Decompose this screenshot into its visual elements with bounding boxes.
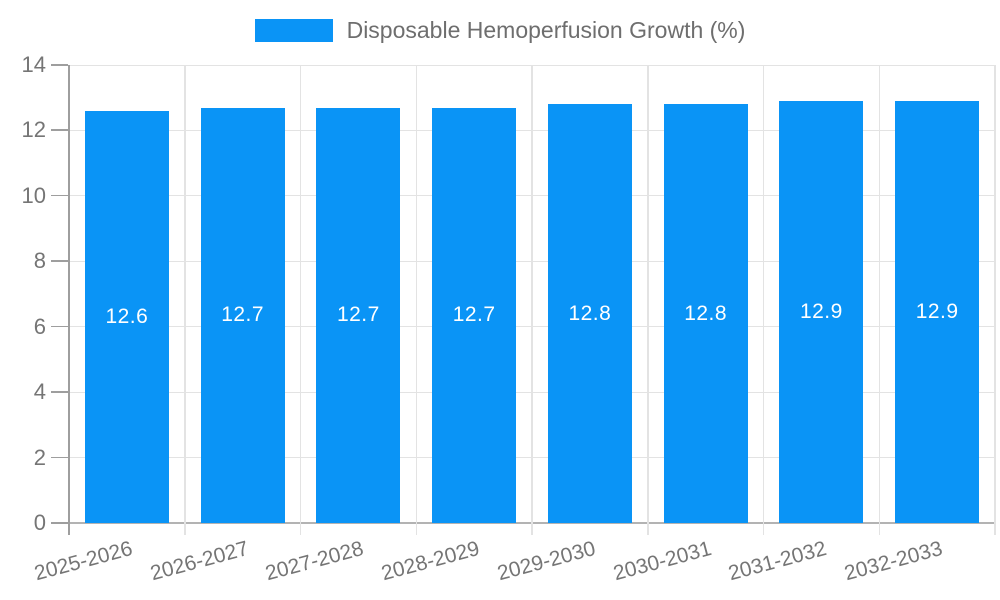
gridline-vertical [184,65,186,535]
bar: 12.8 [663,104,748,523]
bar-value-label: 12.8 [568,301,612,325]
legend-swatch [254,18,333,42]
gridline-vertical [299,65,302,535]
y-axis-line [68,65,70,535]
bar: 12.9 [779,101,864,523]
bar-value-label: 12.7 [452,303,496,327]
y-axis-tick-label: 6 [33,313,46,339]
y-axis-tick [51,129,68,131]
bar-value-label: 12.7 [336,303,380,327]
gridline-vertical [878,65,880,535]
y-axis-tick [51,260,68,262]
y-axis-tick [51,456,68,459]
y-axis-tick [51,325,68,328]
bar-value-label: 12.6 [105,304,149,328]
y-axis-tick-label: 4 [33,379,46,405]
y-axis-tick-label: 10 [21,182,46,208]
y-axis-tick-label: 12 [21,117,46,143]
bar: 12.7 [432,107,517,523]
chart-legend: Disposable Hemoperfusion Growth (%) [0,16,1000,44]
y-axis-tick-label: 14 [21,52,46,77]
y-axis-tick-label: 8 [33,248,46,274]
bar-value-label: 12.8 [684,301,728,325]
bar: 12.9 [895,101,980,523]
bar: 12.6 [84,110,169,523]
gridline-vertical [415,65,417,535]
gridline-vertical [531,65,533,535]
bar-value-label: 12.7 [221,303,265,327]
y-axis-tick-label: 2 [33,444,46,470]
bar: 12.7 [316,107,401,523]
bar: 12.8 [547,104,632,523]
legend-label: Disposable Hemoperfusion Growth (%) [346,17,746,43]
bar-value-label: 12.9 [799,300,843,323]
gridline-vertical [994,65,996,535]
bar-value-label: 12.9 [915,300,959,323]
y-axis-tick [51,64,68,66]
y-axis-tick-label: 0 [33,510,46,535]
y-axis-tick [51,522,68,524]
y-axis-tick [51,391,68,393]
plot-area: 12.6 12.7 12.7 12.7 12.8 12.8 12.9 12.9 [68,64,996,535]
gridline-vertical [762,65,765,535]
gridline-vertical [647,65,649,535]
y-axis-tick [51,194,68,197]
bar: 12.7 [200,107,285,523]
